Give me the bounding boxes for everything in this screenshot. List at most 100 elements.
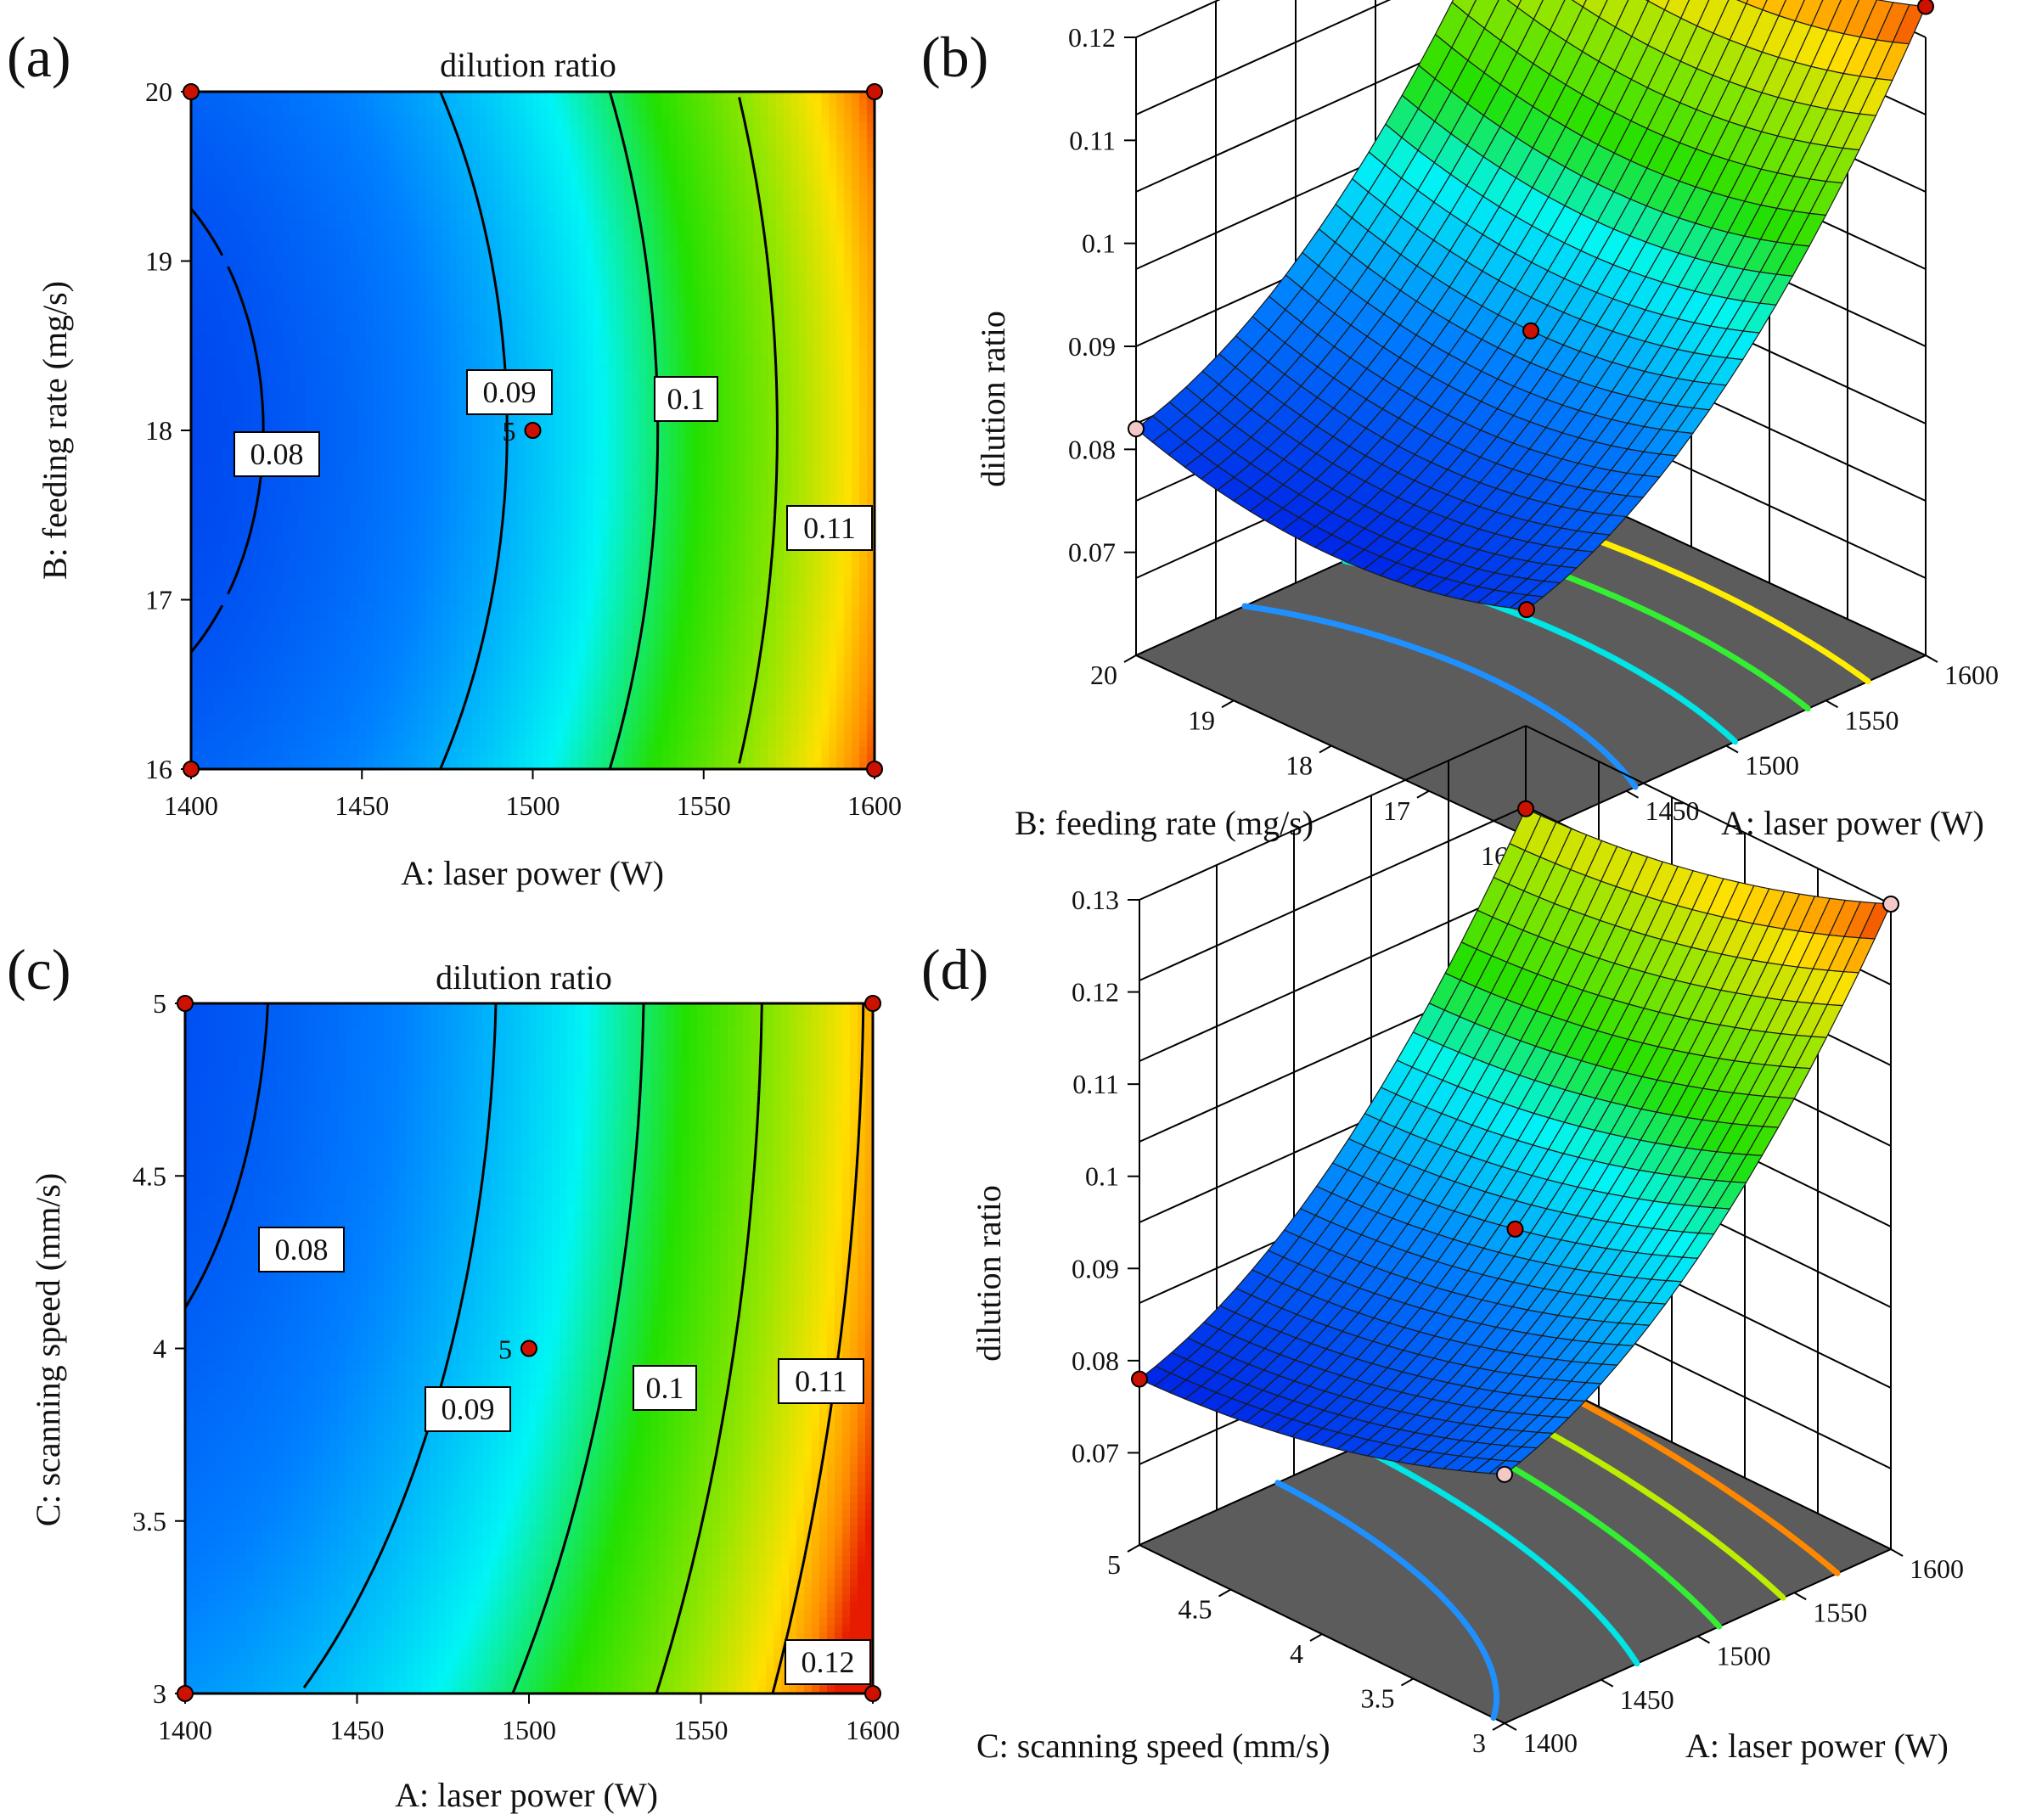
contour-fill-cell <box>403 678 412 688</box>
contour-fill-cell <box>457 656 465 665</box>
contour-fill-cell <box>380 754 390 762</box>
contour-fill-cell <box>442 219 450 228</box>
contour-fill-cell <box>365 137 374 145</box>
contour-fill-cell <box>403 536 412 544</box>
contour-fill-cell <box>388 211 397 221</box>
contour-fill-cell <box>297 746 306 755</box>
contour-fill-cell <box>221 129 230 138</box>
contour-fill-cell <box>274 596 283 604</box>
contour-fill-cell <box>373 678 382 688</box>
contour-fill-cell <box>403 761 412 769</box>
contour-fill-cell <box>335 144 344 153</box>
contour-fill-cell <box>228 189 238 198</box>
contour-fill-cell <box>305 114 313 123</box>
contour-fill-cell <box>267 227 275 236</box>
contour-fill-cell <box>282 596 290 604</box>
contour-fill-cell <box>548 340 556 349</box>
contour-fill-cell <box>305 121 313 130</box>
contour-fill-cell <box>601 565 610 575</box>
contour-fill-cell <box>205 731 215 740</box>
contour-fill-cell <box>479 701 488 710</box>
contour-fill-cell <box>426 106 435 115</box>
contour-fill-cell <box>328 287 336 295</box>
contour-fill-cell <box>373 227 382 236</box>
contour-fill-cell <box>198 618 207 627</box>
contour-fill-cell <box>244 618 253 627</box>
contour-fill-cell <box>586 596 594 604</box>
contour-fill-cell <box>555 355 564 363</box>
contour-fill-cell <box>426 716 435 725</box>
contour-fill-cell <box>479 543 488 552</box>
contour-fill-cell <box>388 550 397 559</box>
contour-fill-cell <box>213 250 222 258</box>
contour-fill-cell <box>540 565 548 575</box>
contour-fill-cell <box>419 400 427 408</box>
contour-fill-cell <box>328 709 336 717</box>
contour-fill-cell <box>282 483 290 492</box>
contour-fill-cell <box>502 490 511 499</box>
contour-fill-cell <box>449 377 458 386</box>
contour-fill-cell <box>601 656 610 665</box>
contour-fill-cell <box>357 407 367 416</box>
contour-fill-cell <box>312 686 321 694</box>
contour-fill-cell <box>403 505 412 514</box>
contour-fill-cell <box>434 603 442 612</box>
contour-fill-cell <box>434 144 442 153</box>
contour-fill-cell <box>297 324 306 334</box>
contour-fill-cell <box>419 423 427 431</box>
contour-fill-cell <box>563 543 571 552</box>
contour-fill-cell <box>282 197 290 205</box>
contour-fill-cell <box>365 520 374 529</box>
contour-fill-cell <box>571 98 579 108</box>
contour-fill-cell <box>578 415 587 424</box>
contour-fill-cell <box>274 603 283 612</box>
contour-fill-cell <box>388 656 397 665</box>
contour-fill-cell <box>213 513 222 521</box>
contour-fill-cell <box>471 129 481 138</box>
contour-fill-cell <box>191 332 200 341</box>
contour-fill-cell <box>282 272 290 281</box>
contour-fill-cell <box>419 234 427 243</box>
contour-fill-cell <box>403 272 412 281</box>
contour-fill-cell <box>335 445 344 454</box>
contour-fill-cell <box>297 159 306 168</box>
contour-fill-cell <box>357 565 367 575</box>
contour-fill-cell <box>426 340 435 349</box>
contour-fill-cell <box>290 716 298 725</box>
contour-fill-cell <box>213 497 222 507</box>
contour-fill-cell <box>586 332 594 341</box>
contour-fill-cell <box>457 610 465 620</box>
contour-fill-cell <box>494 151 503 160</box>
contour-fill-cell <box>267 761 275 769</box>
contour-fill-cell <box>532 678 542 688</box>
contour-fill-cell <box>494 227 503 236</box>
contour-fill-cell <box>259 302 268 311</box>
contour-fill-cell <box>601 649 610 657</box>
contour-fill-cell <box>593 671 602 680</box>
contour-fill-cell <box>342 701 352 710</box>
contour-fill-cell <box>517 452 526 462</box>
contour-fill-cell <box>548 423 556 431</box>
contour-fill-cell <box>487 151 496 160</box>
contour-fill-cell <box>608 671 617 680</box>
contour-fill-cell <box>471 219 481 228</box>
contour-fill-cell <box>419 362 427 371</box>
contour-fill-cell <box>388 234 397 243</box>
contour-fill-cell <box>471 649 481 657</box>
contour-fill-cell <box>479 565 488 575</box>
contour-fill-cell <box>312 137 321 145</box>
contour-fill-cell <box>426 347 435 356</box>
contour-fill-cell <box>479 596 488 604</box>
contour-fill-cell <box>380 520 390 529</box>
contour-fill-cell <box>236 656 245 665</box>
contour-fill-cell <box>290 174 298 183</box>
contour-fill-cell <box>608 649 617 657</box>
contour-fill-cell <box>479 279 488 289</box>
contour-fill-cell <box>449 641 458 649</box>
contour-fill-cell <box>548 641 556 649</box>
contour-fill-cell <box>471 610 481 620</box>
contour-fill-cell <box>328 520 336 529</box>
contour-fill-cell <box>305 709 313 717</box>
contour-fill-cell <box>388 272 397 281</box>
contour-fill-cell <box>525 694 534 702</box>
